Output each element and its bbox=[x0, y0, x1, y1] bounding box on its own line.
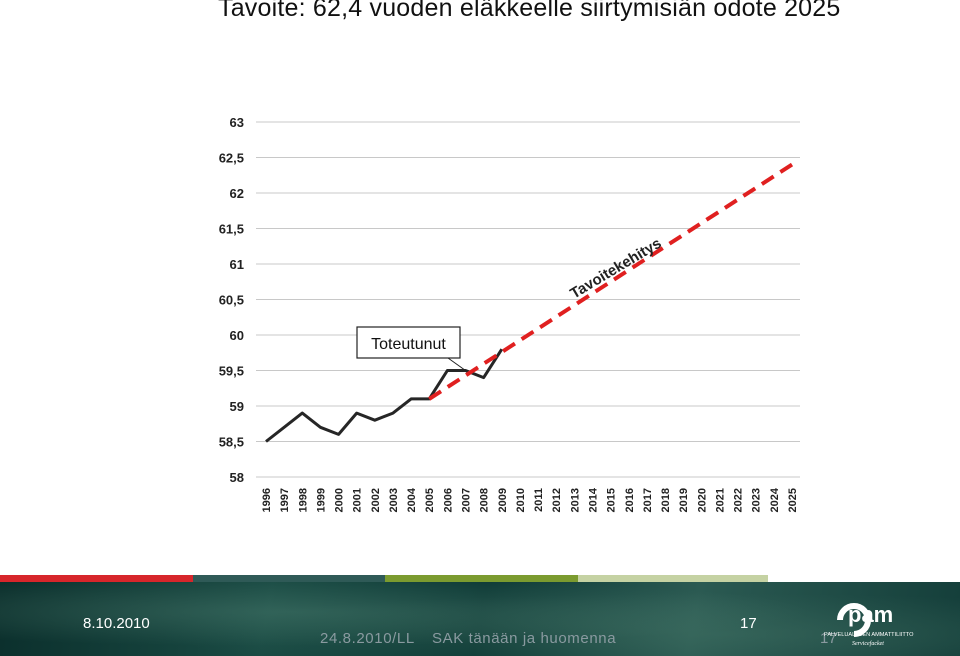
x-tick-label: 2017 bbox=[642, 488, 654, 512]
y-tick-label: 58,5 bbox=[219, 435, 244, 450]
x-tick-label: 2024 bbox=[769, 487, 781, 512]
x-tick-label: 1998 bbox=[297, 488, 309, 512]
x-tick-label: 2004 bbox=[406, 487, 418, 512]
x-tick-label: 2012 bbox=[551, 488, 563, 512]
y-tick-label: 59,5 bbox=[219, 364, 244, 379]
x-tick-label: 2015 bbox=[606, 488, 618, 512]
annotation-tavoitekehitys: Tavoitekehitys bbox=[567, 235, 664, 303]
footer-band bbox=[0, 582, 960, 656]
chart-series bbox=[265, 162, 794, 443]
x-tick-label: 2008 bbox=[479, 488, 491, 512]
x-tick-label: 2020 bbox=[696, 488, 708, 512]
x-tick-label: 2014 bbox=[587, 487, 599, 512]
footer-sub-page: 17 bbox=[820, 630, 837, 647]
footer-sub-title: SAK tänään ja huomenna bbox=[432, 630, 617, 647]
x-tick-label: 1997 bbox=[279, 488, 291, 512]
svg-text:Servicefacket: Servicefacket bbox=[852, 640, 884, 647]
x-tick-label: 1999 bbox=[315, 488, 327, 512]
callout-box bbox=[356, 326, 461, 359]
x-tick-label: 2023 bbox=[751, 488, 763, 512]
x-tick-label: 2007 bbox=[461, 488, 473, 512]
y-tick-label: 63 bbox=[230, 115, 244, 130]
x-tick-label: 2021 bbox=[714, 488, 726, 512]
x-tick-label: 2016 bbox=[624, 488, 636, 512]
x-tick-label: 2022 bbox=[733, 488, 745, 512]
x-tick-label: 2009 bbox=[497, 488, 509, 512]
footer-sub-date: 24.8.2010/LL bbox=[320, 630, 415, 647]
x-tick-label: 2005 bbox=[424, 488, 436, 512]
annotation-toteutunut: Toteutunut bbox=[371, 336, 446, 353]
x-tick-label: 2019 bbox=[678, 488, 690, 512]
series-line-tavoitekehitys bbox=[428, 162, 794, 401]
footer-date: 8.10.2010 bbox=[83, 615, 150, 632]
chart-annotations: Toteutunut Tavoitekehitys bbox=[356, 235, 664, 371]
footer-stripe-pale bbox=[578, 575, 768, 583]
callout-leader bbox=[447, 357, 466, 371]
y-tick-label: 61 bbox=[230, 257, 244, 272]
y-tick-label: 60,5 bbox=[219, 293, 244, 308]
x-tick-label: 2013 bbox=[569, 488, 581, 512]
series-line-toteutunut bbox=[265, 348, 504, 443]
x-tick-label: 2011 bbox=[533, 488, 545, 512]
svg-text:pam: pam bbox=[848, 602, 893, 627]
slide-title: Tavoite: 62,4 vuoden eläkkeelle siirtymi… bbox=[218, 0, 841, 22]
y-tick-label: 62 bbox=[230, 186, 244, 201]
y-tick-label: 61,5 bbox=[219, 222, 244, 237]
x-tick-label: 2000 bbox=[334, 488, 346, 512]
pam-logo: pam PALVELUALOJEN AMMATTILIITTO Servicef… bbox=[824, 602, 914, 647]
y-tick-label: 59 bbox=[230, 399, 244, 414]
footer-stripe-red bbox=[0, 575, 193, 583]
chart-grid bbox=[256, 121, 800, 478]
footer-stripe-green bbox=[385, 575, 578, 583]
x-tick-label: 2003 bbox=[388, 488, 400, 512]
y-tick-label: 58 bbox=[230, 470, 244, 485]
x-tick-label: 2018 bbox=[660, 488, 672, 512]
y-axis-ticks: 58 58,5 59 59,5 60 60,5 61 61,5 62 62,5 63 bbox=[219, 115, 244, 485]
x-tick-label: 2001 bbox=[352, 488, 364, 512]
y-tick-label: 60 bbox=[230, 328, 244, 343]
footer-stripe-teal bbox=[193, 575, 385, 583]
x-tick-label: 1996 bbox=[261, 488, 273, 512]
x-tick-label: 2025 bbox=[787, 488, 799, 512]
x-axis-ticks: 1996 1997 1998 1999 2000 2001 2002 2003 2004 2005… bbox=[261, 487, 799, 512]
x-tick-label: 2002 bbox=[370, 488, 382, 512]
x-tick-label: 2006 bbox=[442, 488, 454, 512]
svg-text:PALVELUALOJEN AMMATTILIITTO: PALVELUALOJEN AMMATTILIITTO bbox=[824, 632, 914, 638]
y-tick-label: 62,5 bbox=[219, 151, 244, 166]
x-tick-label: 2010 bbox=[515, 488, 527, 512]
footer-page-number: 17 bbox=[740, 615, 757, 632]
